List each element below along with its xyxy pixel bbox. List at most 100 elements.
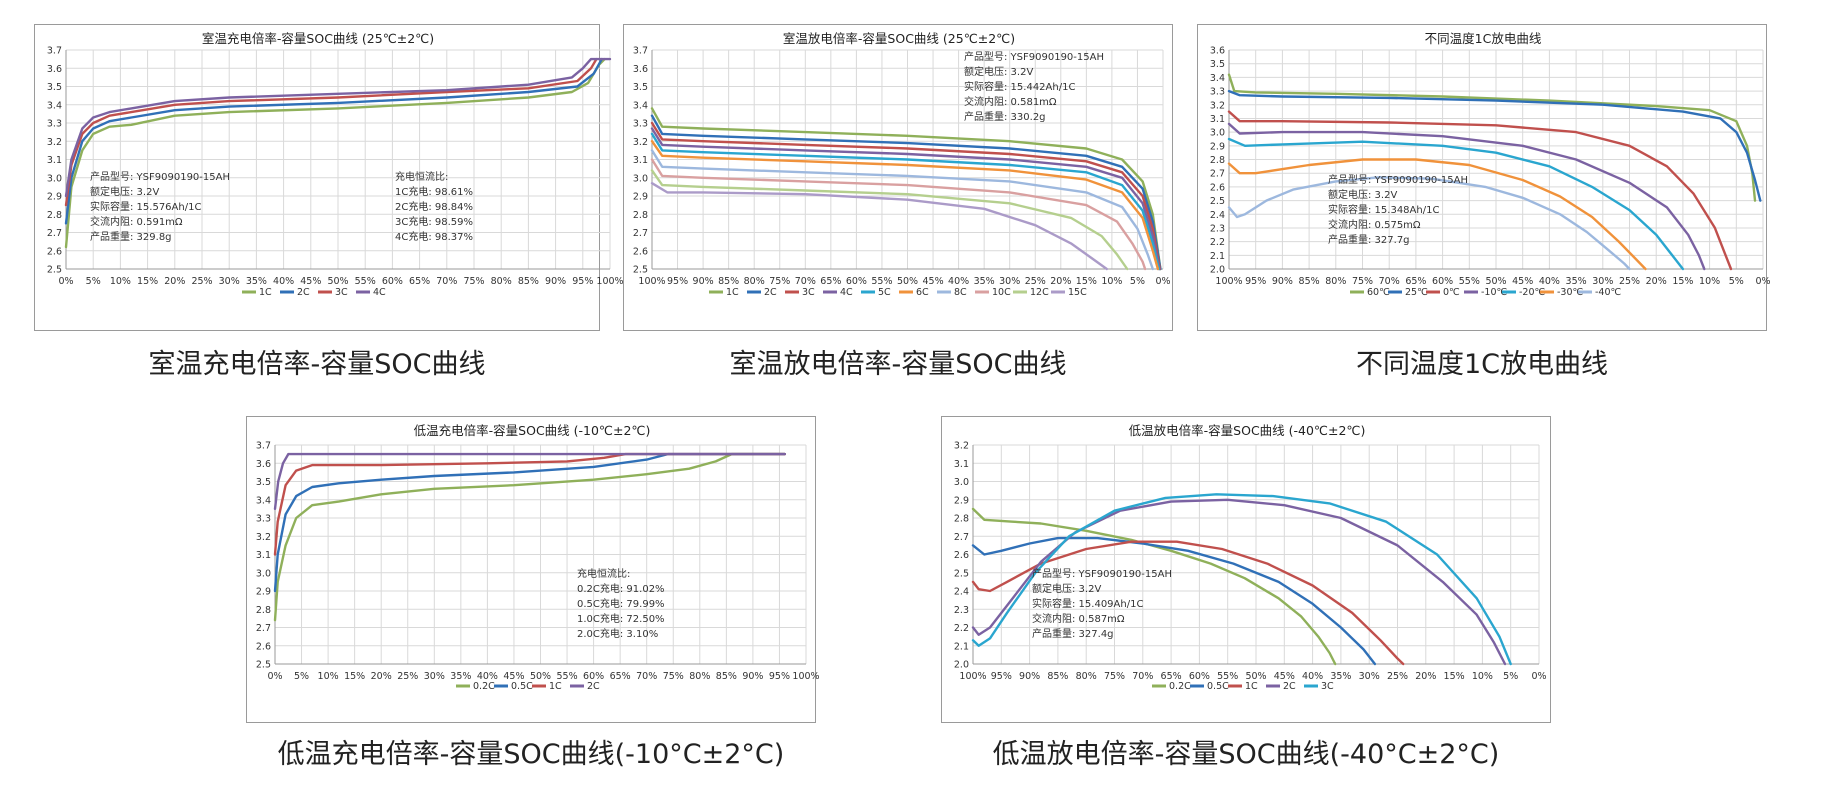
y-tick-label: 2.6	[256, 641, 271, 652]
x-tick-label: 95%	[572, 276, 593, 287]
series-line-15C	[650, 182, 1108, 271]
x-tick-label: 40%	[273, 276, 294, 287]
y-tick-label: 3.4	[1210, 73, 1225, 84]
chart-room-temp-discharge: 室温放电倍率-容量SOC曲线 (25℃±2℃) 2.5 2.6 2.7 2.8 2.9 3.…	[633, 31, 1171, 298]
x-tick-label: 20%	[1050, 276, 1071, 287]
y-tick-label: 3.0	[633, 173, 648, 184]
spec-note: 额定电压: 3.2V	[90, 185, 159, 198]
x-tick-label: 10%	[1472, 671, 1493, 682]
x-tick-label: 75%	[1352, 276, 1373, 287]
y-tick-label: 3.3	[256, 514, 271, 525]
y-tick-label: 3.0	[954, 477, 969, 488]
y-tick-label: 3.2	[954, 441, 969, 452]
charge-ratio-note: 2.0C充电: 3.10%	[577, 627, 658, 640]
spec-note: 实际容量: 15.409Ah/1C	[1032, 597, 1143, 610]
y-tick-label: 2.5	[633, 265, 648, 276]
x-tick-label: 65%	[409, 276, 430, 287]
x-tick-label: 35%	[1330, 671, 1351, 682]
legend-label: 0℃	[1443, 287, 1460, 298]
x-tick-label: 55%	[1459, 276, 1480, 287]
x-tick-label: 30%	[1592, 276, 1613, 287]
series-line-8C	[650, 149, 1154, 271]
spec-note: 产品型号: YSF9090190-15AH	[1032, 567, 1172, 580]
x-tick-label: 45%	[922, 276, 943, 287]
legend-label: 6C	[916, 287, 929, 298]
chart-frame: 室温放电倍率-容量SOC曲线 (25℃±2℃) 2.5 2.6 2.7 2.8 2.9 3.…	[623, 24, 1173, 331]
y-tick-label: 3.2	[1210, 100, 1225, 111]
legend-label: 1C	[1245, 681, 1258, 692]
y-tick-label: 2.7	[1210, 169, 1225, 180]
grid	[1228, 49, 1764, 270]
chart-frame: 低温放电倍率-容量SOC曲线 (-40℃±2℃) 2.0 2.1 2.2 2.3 2.4 2…	[941, 416, 1551, 723]
x-tick-label: 25%	[397, 671, 418, 682]
spec-note: 交流内阻: 0.587mΩ	[1032, 612, 1125, 625]
legend-label: 3C	[335, 287, 348, 298]
y-tick-label: 2.5	[256, 660, 271, 671]
y-tick-label: 3.3	[1210, 87, 1225, 98]
y-tick-label: 2.5	[954, 568, 969, 579]
x-tick-label: 30%	[424, 671, 445, 682]
x-tick-label: 85%	[518, 276, 539, 287]
grid	[274, 444, 807, 665]
series-line-25℃	[1227, 89, 1762, 202]
x-tick-label: 60%	[1189, 671, 1210, 682]
x-tick-label: 70%	[1132, 671, 1153, 682]
y-tick-label: 2.3	[1210, 223, 1225, 234]
series-line-4C	[650, 127, 1161, 271]
x-tick-label: 10%	[1101, 276, 1122, 287]
legend-label: 5C	[878, 287, 891, 298]
x-tick-label: 45%	[1274, 671, 1295, 682]
y-tick-label: 3.0	[1210, 128, 1225, 139]
series-line-0.5C	[273, 452, 786, 593]
y-tick-label: 3.1	[633, 155, 648, 166]
legend: 1C 2C 3C 4C	[242, 287, 386, 298]
x-tick-label: 5%	[294, 671, 309, 682]
x-tick-label: 25%	[1025, 276, 1046, 287]
y-tick-label: 3.3	[633, 119, 648, 130]
x-tick-label: 95%	[1245, 276, 1266, 287]
y-tick-label: 3.7	[256, 441, 271, 452]
x-tick-label: 35%	[1566, 276, 1587, 287]
caption-temperature-discharge: 不同温度1C放电曲线	[1355, 349, 1609, 380]
x-tick-label: 0%	[1531, 671, 1546, 682]
x-tick-label: 70%	[636, 671, 657, 682]
x-tick-label: 15%	[137, 276, 158, 287]
x-tick-label: 20%	[1415, 671, 1436, 682]
x-tick-label: 20%	[1646, 276, 1667, 287]
x-tick-label: 45%	[300, 276, 321, 287]
y-tick-label: 2.7	[256, 623, 271, 634]
spec-note: 产品型号: YSF9090190-15AH	[964, 50, 1104, 63]
y-tick-label: 2.8	[256, 605, 271, 616]
grid	[651, 49, 1164, 270]
y-tick-label: 2.8	[47, 210, 62, 221]
y-tick-label: 2.8	[633, 210, 648, 221]
x-tick-label: 0%	[1155, 276, 1170, 287]
x-tick-label: 70%	[1379, 276, 1400, 287]
x-tick-label: 70%	[795, 276, 816, 287]
x-tick-label: 55%	[871, 276, 892, 287]
x-tick-label: 30%	[999, 276, 1020, 287]
series-line-2C	[971, 498, 1507, 666]
x-tick-label: 0%	[58, 276, 73, 287]
chart-room-temp-charge: 室温充电倍率-容量SOC曲线 (25℃±2℃) 2.5 2.6 2.7 2.8 2.9 3.…	[47, 31, 624, 298]
legend-label: 10C	[992, 287, 1011, 298]
chart-title: 不同温度1C放电曲线	[1425, 31, 1542, 46]
spec-note: 实际容量: 15.348Ah/1C	[1328, 203, 1439, 216]
legend-label: 3C	[1321, 681, 1334, 692]
y-tick-label: 3.6	[633, 64, 648, 75]
y-tick-label: 2.3	[954, 605, 969, 616]
x-tick-label: 55%	[355, 276, 376, 287]
charge-ratio-note: 1C充电: 98.61%	[395, 185, 473, 198]
legend-label: 15C	[1068, 287, 1087, 298]
x-tick-label: 65%	[820, 276, 841, 287]
y-tick-label: 3.6	[1210, 46, 1225, 57]
legend-label: 1C	[259, 287, 272, 298]
y-tick-label: 2.5	[47, 265, 62, 276]
x-tick-label: 90%	[1019, 671, 1040, 682]
spec-note: 产品重量: 327.4g	[1032, 627, 1114, 640]
legend-label: 2C	[1283, 681, 1296, 692]
legend-label: -40℃	[1595, 287, 1622, 298]
series-line-0.5C	[971, 536, 1377, 666]
x-tick-label: 95%	[667, 276, 688, 287]
series-line-1C	[273, 452, 786, 556]
